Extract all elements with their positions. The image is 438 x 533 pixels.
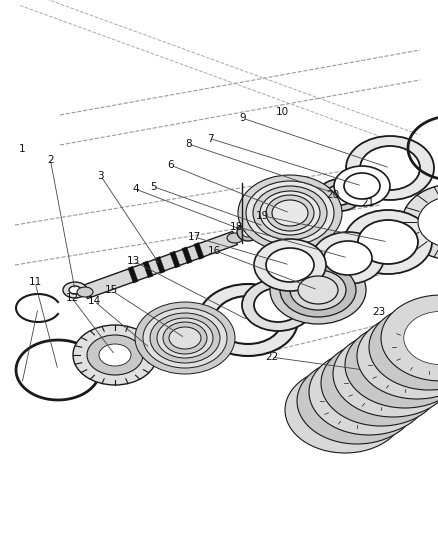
Ellipse shape	[157, 318, 213, 358]
Ellipse shape	[290, 270, 346, 310]
Ellipse shape	[246, 181, 334, 245]
Ellipse shape	[320, 374, 394, 427]
Ellipse shape	[270, 256, 366, 324]
Ellipse shape	[404, 311, 438, 365]
Text: 21: 21	[361, 198, 374, 207]
Text: 3: 3	[97, 171, 104, 181]
Ellipse shape	[141, 342, 159, 354]
Ellipse shape	[272, 200, 308, 226]
Ellipse shape	[380, 329, 438, 383]
Polygon shape	[170, 251, 180, 268]
Ellipse shape	[334, 166, 390, 206]
Ellipse shape	[237, 223, 259, 241]
Ellipse shape	[368, 338, 438, 392]
Text: 19: 19	[256, 211, 269, 221]
Ellipse shape	[63, 282, 87, 298]
Ellipse shape	[297, 358, 417, 444]
Ellipse shape	[357, 313, 438, 399]
Ellipse shape	[87, 335, 143, 375]
Circle shape	[261, 223, 267, 229]
Ellipse shape	[381, 295, 438, 381]
Ellipse shape	[298, 276, 338, 304]
Text: 9: 9	[240, 114, 247, 123]
Polygon shape	[128, 266, 138, 283]
Ellipse shape	[163, 322, 207, 354]
Ellipse shape	[309, 349, 429, 435]
Text: 11: 11	[28, 278, 42, 287]
Ellipse shape	[242, 227, 254, 237]
Polygon shape	[83, 231, 237, 298]
Ellipse shape	[344, 210, 432, 274]
Ellipse shape	[308, 383, 382, 437]
Ellipse shape	[345, 322, 438, 408]
Text: 12: 12	[66, 294, 79, 303]
Text: 1: 1	[18, 144, 25, 154]
Polygon shape	[143, 261, 153, 278]
Ellipse shape	[346, 136, 434, 200]
Ellipse shape	[418, 196, 438, 248]
Ellipse shape	[266, 195, 314, 231]
Text: 14: 14	[88, 296, 101, 306]
Ellipse shape	[324, 241, 372, 275]
Ellipse shape	[326, 185, 354, 205]
Circle shape	[265, 221, 271, 227]
Ellipse shape	[69, 286, 81, 294]
Ellipse shape	[214, 296, 282, 344]
Text: 7: 7	[207, 134, 214, 143]
Ellipse shape	[356, 348, 430, 401]
Text: 10: 10	[276, 107, 289, 117]
Ellipse shape	[135, 302, 235, 374]
Ellipse shape	[369, 304, 438, 390]
Text: 6: 6	[167, 160, 174, 170]
Ellipse shape	[285, 367, 405, 453]
Circle shape	[257, 225, 263, 231]
Ellipse shape	[198, 284, 298, 356]
Text: 22: 22	[265, 352, 278, 362]
Ellipse shape	[254, 288, 302, 322]
Ellipse shape	[266, 248, 314, 282]
Text: 18: 18	[230, 222, 243, 231]
Ellipse shape	[360, 146, 420, 190]
Ellipse shape	[318, 179, 362, 211]
Ellipse shape	[344, 173, 380, 199]
Polygon shape	[194, 243, 204, 260]
Ellipse shape	[358, 220, 418, 264]
Ellipse shape	[254, 239, 326, 291]
Ellipse shape	[253, 186, 327, 240]
Ellipse shape	[99, 344, 131, 366]
Text: 15: 15	[105, 286, 118, 295]
Text: 5: 5	[150, 182, 157, 191]
Text: 2: 2	[47, 155, 54, 165]
Ellipse shape	[344, 357, 418, 410]
Ellipse shape	[321, 340, 438, 426]
Ellipse shape	[77, 287, 93, 297]
Text: 13: 13	[127, 256, 140, 266]
Ellipse shape	[134, 337, 166, 359]
Text: 20: 20	[326, 190, 339, 199]
Text: 8: 8	[185, 139, 192, 149]
Polygon shape	[182, 247, 192, 264]
Ellipse shape	[392, 320, 438, 374]
Ellipse shape	[312, 232, 384, 284]
Ellipse shape	[280, 263, 356, 317]
Ellipse shape	[150, 313, 220, 363]
Text: 17: 17	[188, 232, 201, 242]
Ellipse shape	[242, 279, 314, 331]
Text: 23: 23	[372, 307, 385, 317]
Ellipse shape	[143, 308, 227, 368]
Text: 16: 16	[208, 246, 221, 255]
Ellipse shape	[402, 184, 438, 260]
Ellipse shape	[73, 325, 157, 385]
Ellipse shape	[169, 327, 201, 349]
Text: 4: 4	[132, 184, 139, 194]
Ellipse shape	[227, 233, 243, 243]
Polygon shape	[155, 256, 165, 273]
Ellipse shape	[238, 175, 342, 251]
Ellipse shape	[332, 365, 406, 418]
Ellipse shape	[260, 191, 320, 235]
Ellipse shape	[333, 331, 438, 417]
